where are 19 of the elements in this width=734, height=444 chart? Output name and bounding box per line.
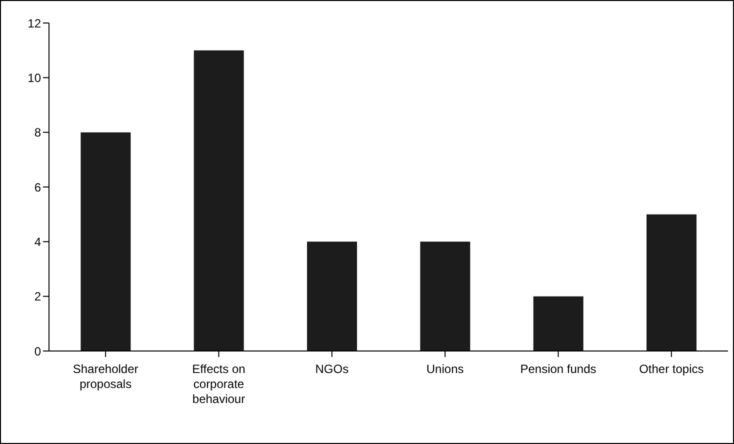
x-tick-label: Other topics <box>639 362 704 376</box>
bar <box>533 296 584 351</box>
y-tick-label: 8 <box>34 126 42 140</box>
y-tick-label: 4 <box>34 234 42 249</box>
x-tick-label: Pension funds <box>520 362 596 376</box>
bar <box>420 242 470 351</box>
y-tick-label: 2 <box>34 290 42 304</box>
x-tick-label: Effects on corporate behaviour <box>192 362 246 406</box>
x-tick-label: Unions <box>426 362 464 376</box>
y-tick-label: 0 <box>34 344 42 358</box>
bar <box>80 132 131 351</box>
x-tick-label: NGOs <box>315 362 349 376</box>
y-tick-label: 10 <box>28 70 42 85</box>
y-tick-label: 6 <box>34 180 42 194</box>
bar <box>646 214 697 351</box>
y-tick-label: 12 <box>28 16 42 30</box>
x-tick-label: Shareholder proposals <box>72 362 138 391</box>
bar <box>307 242 358 351</box>
bar <box>194 50 244 351</box>
